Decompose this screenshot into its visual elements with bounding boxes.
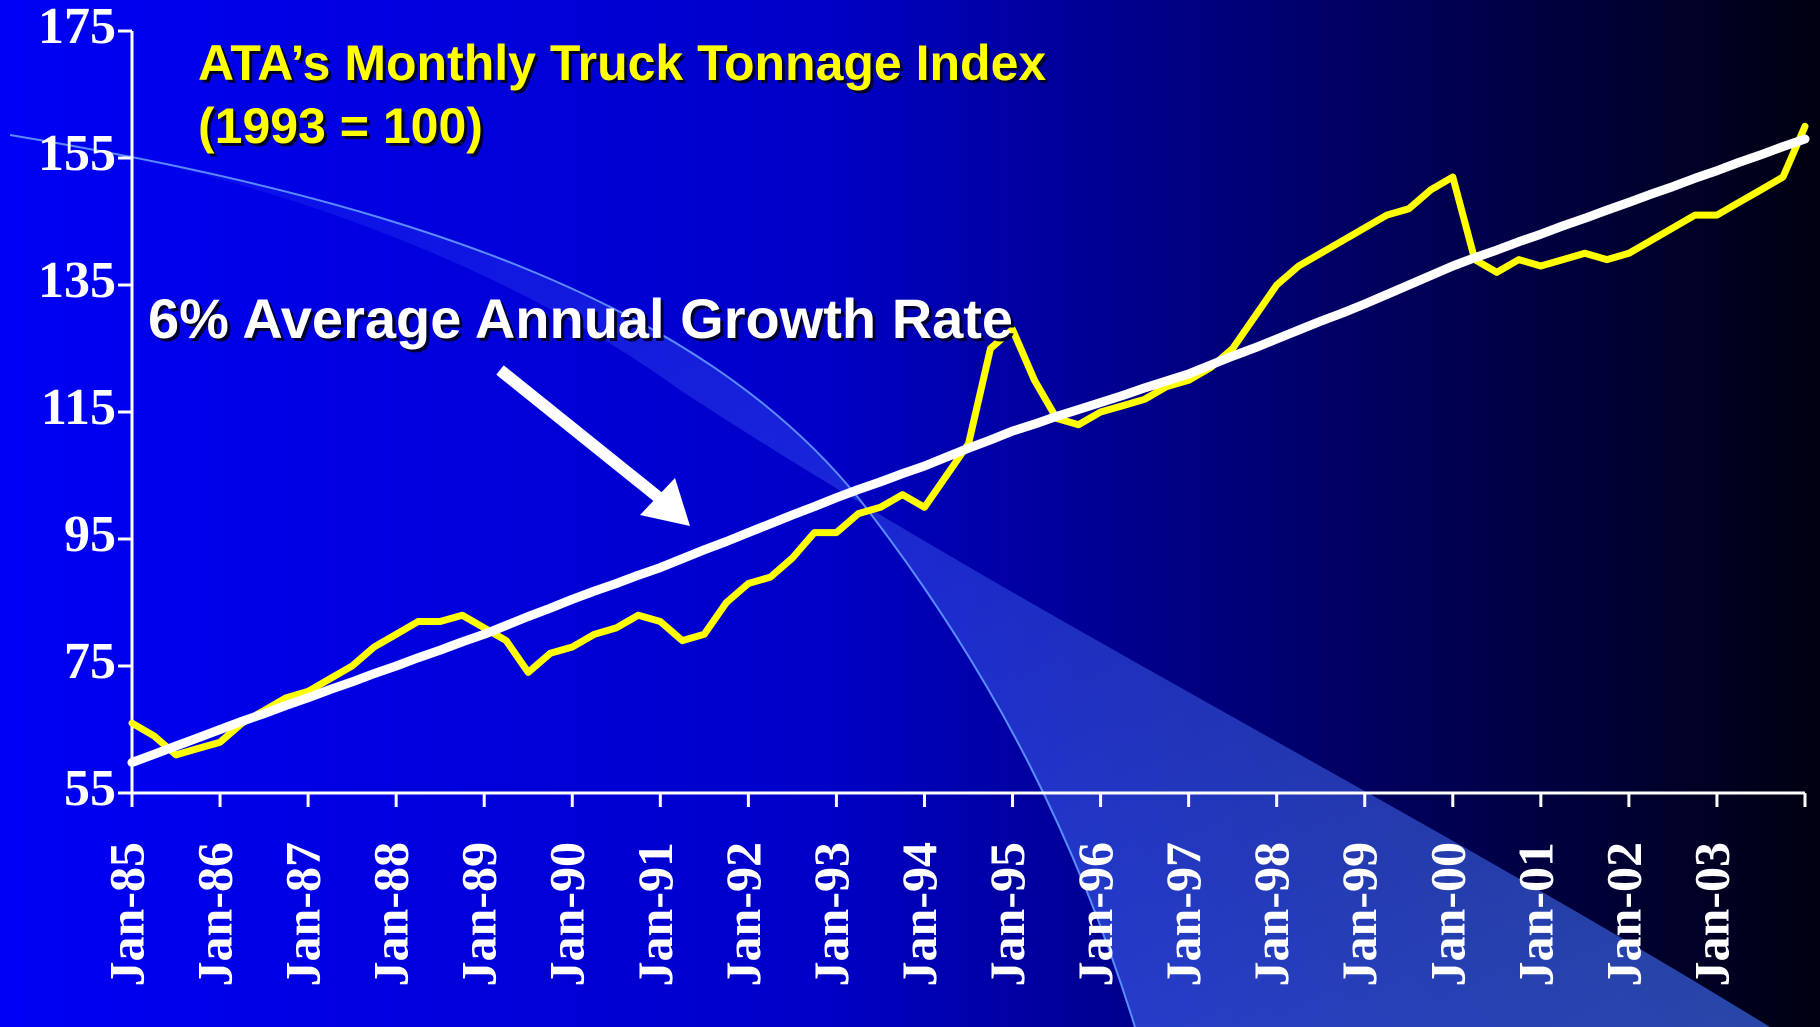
y-tick-label: 115 xyxy=(41,379,116,436)
arrow-head xyxy=(640,478,690,526)
decoration-curve xyxy=(9,134,1136,1027)
y-tick-label: 75 xyxy=(64,633,116,690)
x-tick-label: Jan-94 xyxy=(891,842,947,986)
x-tick-label: Jan-85 xyxy=(98,842,154,986)
y-tick-label: 55 xyxy=(64,760,116,817)
series-line xyxy=(127,134,1810,767)
x-tick-label: Jan-93 xyxy=(803,842,859,986)
y-tick-label: 95 xyxy=(64,506,116,563)
x-tick-label: Jan-01 xyxy=(1507,842,1563,986)
x-tick-label: Jan-86 xyxy=(187,842,243,986)
y-tick-label: 135 xyxy=(38,252,116,309)
x-tick-label: Jan-88 xyxy=(363,842,419,986)
x-tick-label: Jan-99 xyxy=(1331,842,1387,986)
chart-title: ATA’s Monthly Truck Tonnage Index xyxy=(198,35,1046,91)
x-tick-label: Jan-97 xyxy=(1155,842,1211,986)
y-tick-label: 175 xyxy=(38,0,116,55)
annotation: 6% Average Annual Growth Rate xyxy=(148,287,1013,350)
x-tick-label: Jan-96 xyxy=(1067,842,1123,986)
x-tick-label: Jan-87 xyxy=(275,842,331,986)
plot-area: 55 75 95 115 135 155 175 Jan-85 Jan-86 Jan-87 Jan-… xyxy=(38,0,1810,986)
x-tick-label: Jan-00 xyxy=(1419,842,1475,986)
x-tick-label: Jan-90 xyxy=(539,842,595,986)
x-tick-label: Jan-02 xyxy=(1595,842,1651,986)
decoration xyxy=(10,135,1770,1027)
x-tick-label: Jan-92 xyxy=(715,842,771,986)
y-tick-label: 155 xyxy=(38,125,116,182)
x-tick-label: Jan-91 xyxy=(627,842,683,986)
x-tick-label: Jan-98 xyxy=(1243,842,1299,986)
x-tick-label: Jan-95 xyxy=(979,842,1035,986)
x-tick-label: Jan-03 xyxy=(1683,842,1739,986)
x-tick-label: Jan-89 xyxy=(451,842,507,986)
arrow-shaft xyxy=(496,365,672,510)
chart-subtitle: (1993 = 100) xyxy=(198,98,483,154)
